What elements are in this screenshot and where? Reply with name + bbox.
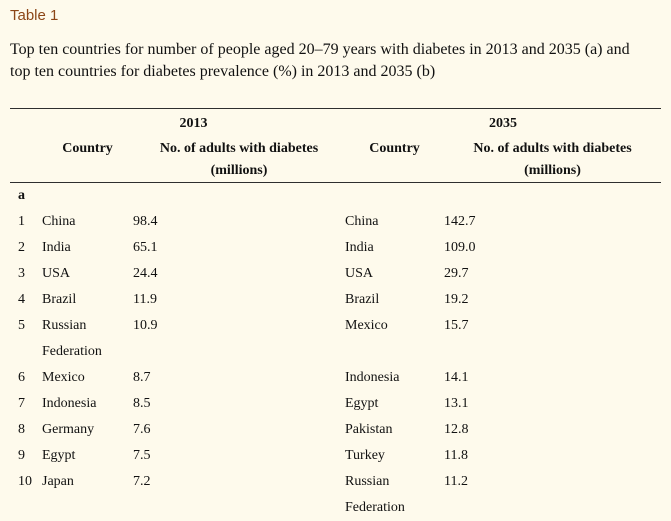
year-header-row: 2013 2035 [10, 109, 661, 138]
rank-cell: 4 [18, 292, 25, 307]
rank-cell: 7 [18, 396, 25, 411]
country-2013-cell: Brazil [42, 292, 77, 307]
diabetes-table: 2013 2035 Country No. of adults with dia… [10, 108, 661, 521]
table-row: 9 Egypt 7.5 Turkey 11.8 [10, 443, 661, 469]
country-2013-cell: India [42, 240, 71, 255]
country-2035-cell: USA [345, 266, 374, 281]
value-header-2035: No. of adults with diabetes (millions) [444, 138, 661, 182]
value-2013-cell: 7.5 [133, 448, 151, 463]
table-label: Table 1 [10, 7, 59, 24]
country-2035-cell: China [345, 214, 379, 229]
value-2013-cell: 10.9 [133, 318, 158, 333]
value-2035-cell: 11.8 [444, 448, 468, 463]
table-row: 5 Russian Federation 10.9 Mexico 15.7 [10, 313, 661, 365]
column-header-row: Country No. of adults with diabetes (mil… [10, 138, 661, 182]
value-2035-cell: 11.2 [444, 474, 468, 489]
year-2013-header: 2013 [179, 115, 208, 131]
value-2035-cell: 29.7 [444, 266, 469, 281]
country-2035-cell: Pakistan [345, 422, 393, 437]
rank-cell: 5 [18, 318, 25, 333]
country-2035-cell: Mexico [345, 318, 388, 333]
value-2013-cell: 65.1 [133, 240, 158, 255]
rank-cell: 3 [18, 266, 25, 281]
table-row: 6 Mexico 8.7 Indonesia 14.1 [10, 365, 661, 391]
table-row: 10 Japan 7.2 Russian Federation 11.2 [10, 469, 661, 521]
country-2013-cell: Germany [42, 422, 95, 437]
section-label: a [18, 188, 25, 203]
value-header-2013: No. of adults with diabetes (millions) [133, 138, 345, 182]
table-row: 8 Germany 7.6 Pakistan 12.8 [10, 417, 661, 443]
year-2035-header: 2035 [489, 115, 517, 131]
value-2035-cell: 13.1 [444, 396, 469, 411]
country-2013-cell: Indonesia [42, 396, 97, 411]
value-header-2013-line1: No. of adults with diabetes [159, 141, 319, 156]
country-header-2013: Country [62, 141, 113, 156]
table-row: 4 Brazil 11.9 Brazil 19.2 [10, 287, 661, 313]
value-2035-cell: 19.2 [444, 292, 469, 307]
country-2035-cell: Turkey [345, 448, 385, 463]
value-2035-cell: 142.7 [444, 214, 476, 229]
country-header-2035: Country [369, 141, 420, 156]
value-2013-cell: 11.9 [133, 292, 157, 307]
table-row: 1 China 98.4 China 142.7 [10, 209, 661, 235]
value-header-2035-line2: (millions) [524, 163, 581, 178]
country-2013-cell: China [42, 214, 76, 229]
value-2035-cell: 109.0 [444, 240, 476, 255]
country-2035-cell: Egypt [345, 396, 379, 411]
country-2013-cell: Mexico [42, 370, 85, 385]
country-2013-cell: USA [42, 266, 71, 281]
value-2013-cell: 7.2 [133, 474, 151, 489]
value-2013-cell: 8.7 [133, 370, 151, 385]
country-2013-cell: Russian Federation [42, 318, 102, 359]
table-caption: Top ten countries for number of people a… [10, 41, 630, 80]
value-2035-cell: 12.8 [444, 422, 469, 437]
value-2013-cell: 8.5 [133, 396, 151, 411]
value-2013-cell: 7.6 [133, 422, 151, 437]
rank-cell: 1 [18, 214, 25, 229]
country-2013-cell: Japan [42, 474, 74, 489]
country-2035-cell: Brazil [345, 292, 380, 307]
country-2035-cell: Russian Federation [345, 474, 405, 515]
section-row-a: a [10, 183, 661, 209]
value-2013-cell: 98.4 [133, 214, 158, 229]
value-2035-cell: 15.7 [444, 318, 469, 333]
rank-cell: 6 [18, 370, 25, 385]
table-row: 3 USA 24.4 USA 29.7 [10, 261, 661, 287]
value-header-2013-line2: (millions) [210, 163, 268, 178]
value-header-2035-line1: No. of adults with diabetes [473, 141, 632, 156]
rank-cell: 10 [18, 474, 32, 489]
rank-cell: 2 [18, 240, 25, 255]
table-body: a 1 China 98.4 China 142.7 2 India 65.1 … [10, 183, 661, 521]
country-2013-cell: Egypt [42, 448, 76, 463]
country-2035-cell: Indonesia [345, 370, 400, 385]
rank-cell: 9 [18, 448, 25, 463]
table-row: 2 India 65.1 India 109.0 [10, 235, 661, 261]
table-row: 7 Indonesia 8.5 Egypt 13.1 [10, 391, 661, 417]
value-2013-cell: 24.4 [133, 266, 158, 281]
value-2035-cell: 14.1 [444, 370, 469, 385]
country-2035-cell: India [345, 240, 374, 255]
rank-cell: 8 [18, 422, 25, 437]
table-header: 2013 2035 Country No. of adults with dia… [10, 108, 661, 183]
